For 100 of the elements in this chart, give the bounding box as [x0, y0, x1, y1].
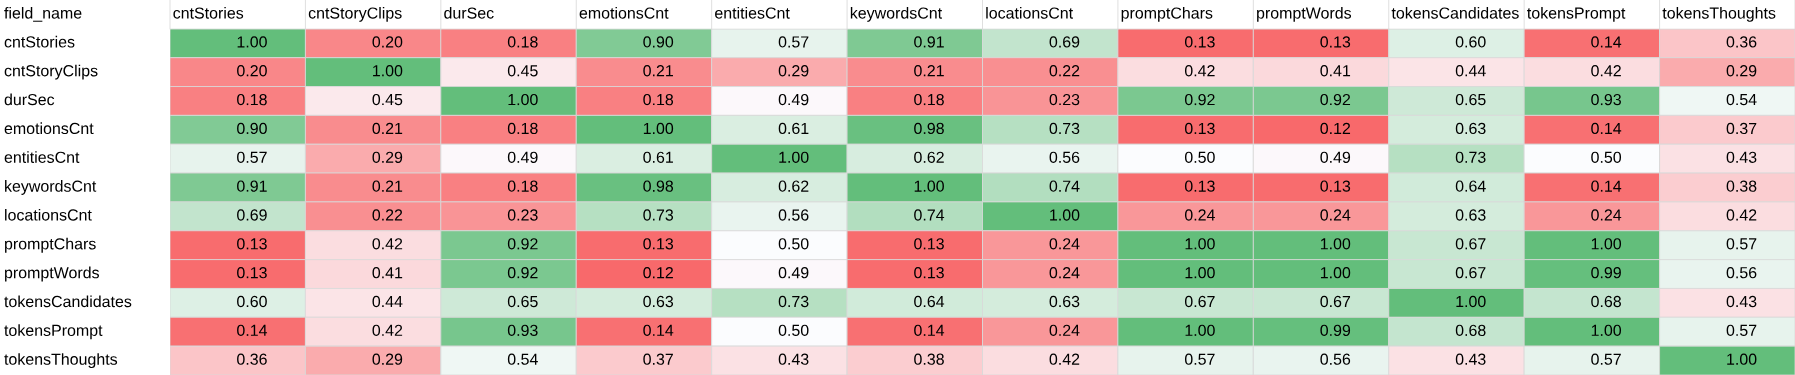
data-label: 0.13	[1184, 180, 1215, 192]
text: field_name	[4, 6, 82, 22]
data-label: 0.23	[507, 209, 538, 221]
data-label: 1.00	[1591, 324, 1622, 337]
y-tick-label: keywordsCnt	[5, 180, 97, 195]
data-label: 0.29	[778, 65, 809, 77]
data-label: 0.90	[643, 36, 674, 48]
data-label: 1.00	[643, 122, 674, 135]
data-label: 0.14	[914, 324, 945, 337]
data-label: 0.49	[1320, 151, 1351, 163]
data-label: 0.13	[914, 238, 944, 250]
data-label: 0.65	[507, 295, 538, 308]
x-tick-label: cntStoryClips	[308, 6, 402, 22]
x-tick-label: tokensThoughts	[1662, 6, 1776, 22]
data-label: 0.99	[1591, 267, 1621, 279]
data-label: 0.69	[237, 209, 267, 221]
data-label: 0.13	[1320, 36, 1351, 48]
data-label: 0.69	[1049, 36, 1080, 48]
x-tick-label: keywordsCnt	[850, 6, 942, 22]
data-label: 0.74	[1049, 180, 1080, 192]
data-label: 0.57	[778, 36, 809, 48]
data-label: 0.73	[778, 295, 809, 308]
data-label: 0.24	[1049, 324, 1080, 337]
data-label: 0.67	[1455, 238, 1486, 250]
data-label: 0.62	[778, 180, 809, 192]
data-label: 0.21	[643, 65, 673, 77]
data-label: 0.14	[643, 324, 674, 337]
data-label: 0.92	[1184, 93, 1215, 106]
data-label: 0.90	[237, 122, 267, 135]
data-label: 1.00	[1320, 238, 1351, 250]
data-label: 0.65	[1455, 93, 1486, 106]
data-label: 0.22	[372, 209, 403, 221]
data-label: 0.57	[1184, 353, 1215, 365]
data-label: 0.57	[1726, 238, 1757, 250]
data-label: 0.41	[372, 267, 403, 279]
data-label: 0.18	[914, 93, 944, 106]
y-tick-label: promptWords	[5, 266, 99, 282]
data-label: 0.63	[1455, 122, 1486, 135]
data-label: 0.36	[237, 353, 267, 365]
data-label: 0.43	[1455, 353, 1486, 365]
data-label: 0.63	[1049, 295, 1080, 308]
data-label: 0.92	[507, 267, 538, 279]
data-label: 0.21	[372, 180, 403, 192]
data-label: 1.00	[1320, 267, 1351, 279]
data-label: 0.23	[1049, 93, 1080, 106]
x-tick-label: tokensPrompt	[1527, 6, 1626, 22]
data-label: 0.29	[372, 151, 403, 163]
y-tick-label: locationsCnt	[5, 208, 92, 221]
data-label: 0.57	[237, 151, 267, 163]
data-label: 0.99	[1320, 324, 1351, 337]
x-tick-label: locationsCnt	[986, 6, 1073, 19]
data-label: 0.18	[507, 36, 538, 48]
data-label: 0.61	[643, 151, 673, 163]
data-label: 0.14	[237, 324, 268, 337]
x-tick-label: promptChars	[1121, 6, 1213, 22]
data-label: 1.00	[1591, 238, 1622, 250]
data-label: 1.00	[1185, 324, 1215, 337]
data-label: 0.13	[914, 267, 944, 279]
data-label: 0.13	[1184, 122, 1215, 135]
data-label: 0.20	[237, 65, 267, 77]
data-label: 0.42	[1049, 353, 1080, 365]
data-label: 0.14	[1591, 180, 1622, 192]
data-label: 0.42	[372, 324, 403, 337]
data-label: 0.92	[1320, 93, 1351, 106]
data-label: 1.00	[1456, 295, 1486, 308]
data-label: 0.60	[1455, 36, 1486, 48]
data-label: 1.00	[779, 151, 809, 163]
data-label: 0.57	[1591, 353, 1621, 365]
data-label: 0.61	[778, 122, 809, 135]
data-label: 1.00	[508, 93, 538, 106]
data-label: 0.18	[643, 93, 674, 106]
data-label: 0.50	[778, 238, 809, 250]
data-label: 0.64	[1455, 180, 1486, 192]
x-tick-label: entitiesCnt	[715, 6, 790, 19]
data-label: 0.29	[372, 353, 403, 365]
y-tick-label: tokensCandidates	[4, 295, 132, 308]
data-label: 0.37	[1726, 122, 1757, 135]
data-label: 0.43	[1726, 295, 1757, 308]
data-label: 0.68	[1591, 295, 1621, 308]
data-label: 0.18	[507, 180, 538, 192]
data-label: 0.41	[1320, 65, 1351, 77]
data-label: 0.22	[1049, 65, 1080, 77]
data-label: 0.54	[507, 353, 538, 365]
data-label: 0.56	[1320, 353, 1351, 365]
data-label: 0.45	[507, 65, 538, 77]
y-tick-label: cntStoryClips	[4, 64, 98, 80]
y-tick-label: tokensPrompt	[4, 324, 103, 340]
y-tick-label: cntStories	[4, 35, 75, 48]
data-label: 0.50	[1184, 151, 1215, 163]
data-label: 0.24	[1591, 209, 1622, 221]
data-label: 0.98	[643, 180, 674, 192]
data-label: 0.13	[1184, 36, 1215, 48]
data-label: 0.67	[1455, 267, 1486, 279]
data-label: 0.12	[643, 267, 673, 279]
data-label: 0.56	[1726, 267, 1757, 279]
x-tick-label: emotionsCnt	[579, 6, 669, 19]
data-label: 0.50	[778, 324, 809, 337]
data-label: 0.42	[372, 238, 403, 250]
data-label: 0.42	[1726, 209, 1757, 221]
data-label: 0.24	[1049, 267, 1080, 279]
